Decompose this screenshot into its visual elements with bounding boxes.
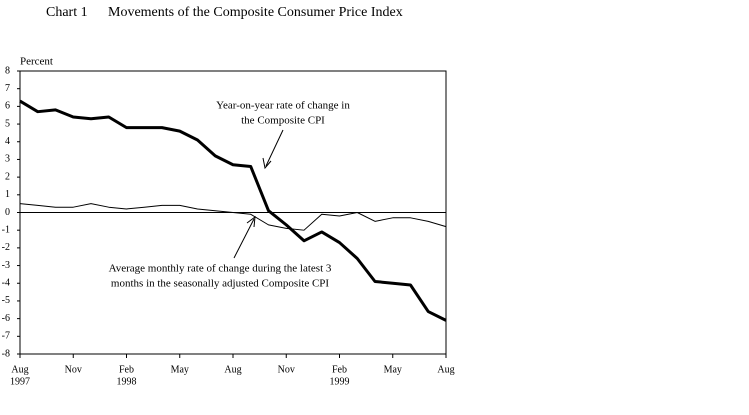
y-tick-label: 6 bbox=[5, 101, 10, 112]
y-tick-label: -8 bbox=[2, 348, 10, 359]
x-tick-label: Aug bbox=[11, 364, 28, 375]
y-tick-label: 8 bbox=[5, 65, 10, 76]
x-tick-label: May bbox=[171, 364, 189, 375]
y-tick-label: -3 bbox=[2, 260, 10, 271]
annotation: months in the seasonally adjusted Compos… bbox=[111, 278, 329, 290]
chart-label: Chart 1 bbox=[46, 5, 88, 20]
x-tick-label: Nov bbox=[65, 364, 82, 375]
y-tick-label: 3 bbox=[5, 154, 10, 165]
x-tick-label: Feb bbox=[119, 364, 134, 375]
series-line bbox=[19, 99, 447, 322]
y-tick-label: 1 bbox=[5, 189, 10, 200]
y-tick-label: 2 bbox=[5, 171, 10, 182]
y-axis-label: Percent bbox=[20, 56, 53, 68]
y-tick-label: -1 bbox=[2, 224, 10, 235]
y-tick-label: -7 bbox=[2, 331, 10, 342]
x-tick-label: Feb bbox=[332, 364, 347, 375]
y-tick-label: -4 bbox=[2, 278, 10, 289]
x-tick-label: May bbox=[384, 364, 402, 375]
x-year-label: 1998 bbox=[117, 376, 137, 387]
x-tick-label: Aug bbox=[224, 364, 241, 375]
x-year-label: 1999 bbox=[330, 376, 350, 387]
y-tick-label: -2 bbox=[2, 242, 10, 253]
annotation: Year-on-year rate of change in bbox=[216, 100, 350, 112]
y-tick-label: 7 bbox=[5, 83, 10, 94]
y-tick-label: -6 bbox=[2, 313, 10, 324]
y-tick-label: 5 bbox=[5, 118, 10, 129]
series-line bbox=[19, 203, 447, 231]
x-tick-label: Nov bbox=[278, 364, 295, 375]
y-tick-label: 4 bbox=[5, 136, 10, 147]
x-tick-label: Aug bbox=[437, 364, 454, 375]
arrow bbox=[262, 129, 284, 170]
chart-title: Movements of the Composite Consumer Pric… bbox=[108, 5, 403, 20]
annotation: the Composite CPI bbox=[241, 115, 325, 127]
arrow bbox=[233, 215, 256, 259]
y-tick-label: 0 bbox=[5, 207, 10, 218]
annotation: Average monthly rate of change during th… bbox=[109, 263, 332, 275]
y-tick-label: -5 bbox=[2, 295, 10, 306]
x-year-label: 1997 bbox=[10, 376, 30, 387]
